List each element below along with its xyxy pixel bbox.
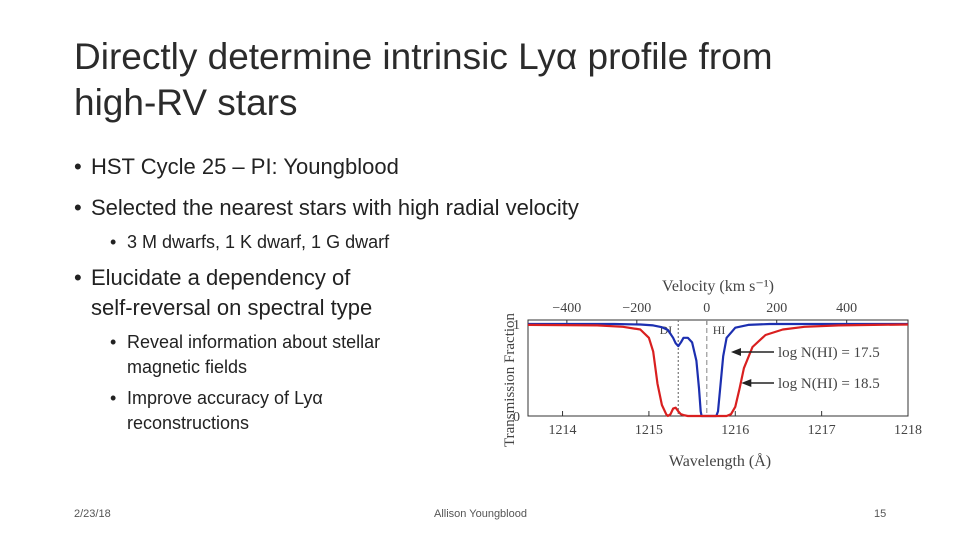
footer-date: 2/23/18 [74, 508, 111, 520]
x-tick-label: 1215 [635, 423, 663, 438]
bullet-text: HST Cycle 25 – PI: Youngblood [91, 154, 399, 179]
sub-bullet-item: • 3 M dwarfs, 1 K dwarf, 1 G dwarf [110, 230, 389, 255]
y-tick-label: 1 [513, 318, 520, 333]
bullet-text: Selected the nearest stars with high rad… [91, 195, 579, 220]
bullet-dot: • [110, 332, 117, 352]
annotation-label: log N(HI) = 18.5 [778, 376, 880, 392]
bullet-dot: • [74, 265, 82, 290]
top-tick-label: 200 [766, 301, 787, 316]
series-line-1 [528, 322, 908, 418]
sub-bullet-item: • Reveal information about stellar magne… [110, 330, 380, 380]
bullet-item: • Elucidate a dependency of self-reversa… [74, 263, 372, 323]
bullet-dot: • [110, 232, 117, 252]
bullet-dot: • [74, 154, 82, 179]
x-axis-label: Wavelength (Å) [669, 452, 771, 470]
bullet-text: Elucidate a dependency of [91, 265, 351, 290]
x-tick-label: 1217 [808, 423, 836, 438]
slide-title-line-2: high-RV stars [74, 82, 298, 123]
top-axis-label: Velocity (km s⁻¹) [662, 278, 774, 295]
annotation-arrowhead [741, 379, 752, 387]
bullet-item: • Selected the nearest stars with high r… [74, 193, 579, 223]
slide-title: Directly determine intrinsic Lyα profile… [74, 34, 894, 126]
sub-bullet-text: reconstructions [127, 413, 250, 433]
bullet-item: • HST Cycle 25 – PI: Youngblood [74, 152, 399, 182]
series-line-2 [527, 323, 909, 418]
top-tick-label: 0 [703, 301, 710, 316]
footer-page-number: 15 [874, 508, 887, 520]
annotation-arrowhead [730, 348, 741, 356]
slide-title-line-1: Directly determine intrinsic Lyα profile… [74, 36, 773, 77]
footer-author: Allison Youngblood [434, 508, 527, 520]
x-tick-label: 1214 [549, 423, 577, 438]
sub-bullet-item: • Improve accuracy of Lyα reconstruction… [110, 386, 323, 436]
sub-bullet-text: Improve accuracy of Lyα [127, 388, 323, 408]
sub-bullet-text: magnetic fields [127, 357, 248, 377]
x-tick-label: 1218 [894, 423, 922, 438]
sub-bullet-text: Reveal information about stellar [127, 332, 381, 352]
top-tick-label: −200 [622, 301, 651, 316]
x-tick-label: 1216 [721, 423, 749, 438]
bullet-dot: • [74, 195, 82, 220]
bullet-dot: • [110, 388, 117, 408]
bullet-text: self-reversal on spectral type [91, 295, 373, 320]
annotation-label: log N(HI) = 17.5 [778, 345, 880, 361]
lyman-alpha-transmission-chart: Transmission Fraction Wavelength (Å) Veloc… [502, 278, 922, 470]
sub-bullet-text: 3 M dwarfs, 1 K dwarf, 1 G dwarf [127, 232, 390, 252]
reference-label-hi: HI [713, 323, 726, 337]
y-axis-label: Transmission Fraction [502, 312, 518, 447]
top-tick-label: 400 [836, 301, 857, 316]
top-tick-label: −400 [552, 301, 581, 316]
y-tick-label: 0 [513, 410, 520, 425]
